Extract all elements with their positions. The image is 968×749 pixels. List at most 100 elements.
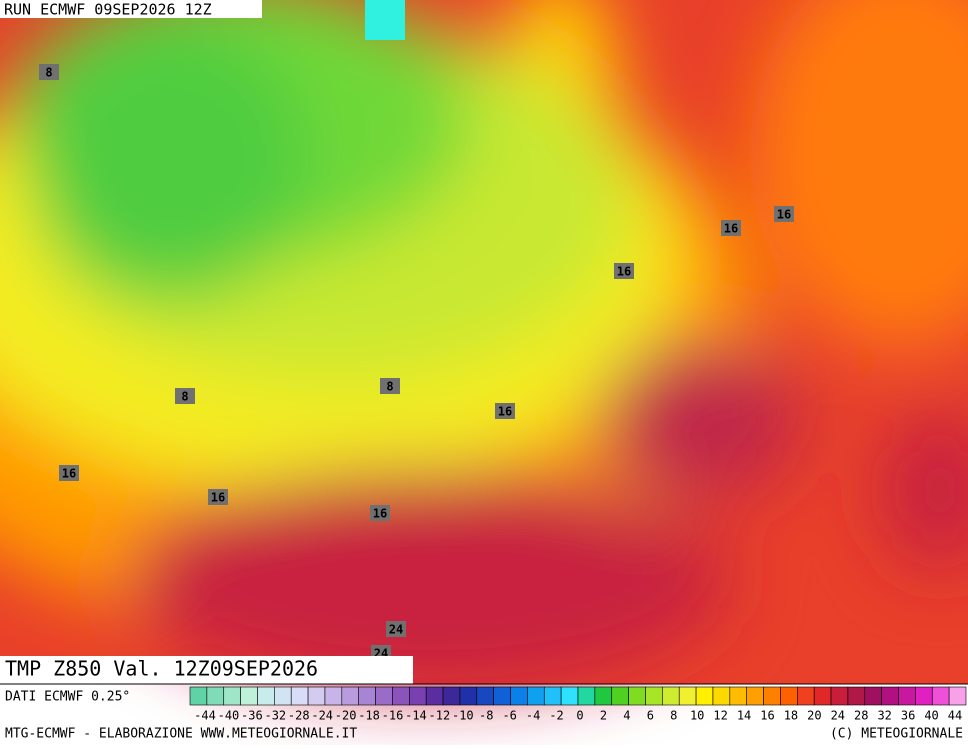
contour-label-box xyxy=(386,621,406,637)
scale-label: 14 xyxy=(737,709,751,723)
contour-label-box xyxy=(774,206,794,222)
scale-box xyxy=(662,686,680,706)
scale-label: 36 xyxy=(901,709,915,723)
scale-box xyxy=(274,686,292,706)
scale-label: 2 xyxy=(600,709,607,723)
contour-label-box xyxy=(175,388,195,404)
scale-label: 6 xyxy=(647,709,654,723)
scale-label: 40 xyxy=(924,709,938,723)
scale-box xyxy=(645,686,663,706)
scale-box xyxy=(560,686,579,706)
contour-label: 16 xyxy=(777,208,791,222)
scale-label: 28 xyxy=(854,709,868,723)
scale-label: -28 xyxy=(288,709,310,723)
scale-label: -36 xyxy=(241,709,263,723)
scale-box xyxy=(527,686,545,706)
scale-label: -24 xyxy=(311,709,333,723)
contour-label-box xyxy=(39,64,59,80)
scale-box xyxy=(847,686,866,706)
scale-box xyxy=(746,686,764,706)
scale-box xyxy=(695,686,714,706)
scale-box xyxy=(763,686,781,706)
scale-label: -8 xyxy=(479,709,493,723)
data-source: DATI ECMWF 0.25° xyxy=(5,690,130,705)
scale-box xyxy=(307,686,326,706)
scale-box xyxy=(780,686,798,706)
scale-box xyxy=(830,686,849,706)
scale-box xyxy=(712,686,731,706)
credit: MTG-ECMWF - ELABORAZIONE WWW.METEOGIORNA… xyxy=(5,727,357,742)
scale-box xyxy=(223,686,241,706)
scale-box xyxy=(864,686,882,706)
title-box xyxy=(0,0,262,18)
scale-label: -12 xyxy=(429,709,451,723)
color-scale: -44 -40 -36 -32 -28 -24 -20 -18 -16 -14 -12 -10 -8 -6… xyxy=(189,686,967,723)
scale-box xyxy=(510,686,528,706)
contour-label-box xyxy=(59,465,79,481)
scale-box xyxy=(915,686,933,706)
scale-box xyxy=(290,686,309,706)
scale-label: -32 xyxy=(264,709,286,723)
scale-box xyxy=(931,686,950,706)
scale-label: -10 xyxy=(452,709,474,723)
contour-label-box xyxy=(721,220,741,236)
scale-label: -44 xyxy=(194,709,216,723)
contour-label-box xyxy=(495,403,515,419)
scale-box xyxy=(577,686,596,706)
contour-label: 16 xyxy=(62,467,76,481)
contour-label: 16 xyxy=(211,491,225,505)
scale-box xyxy=(797,686,815,706)
scale-label: 24 xyxy=(831,709,845,723)
scale-box xyxy=(257,686,275,706)
scale-box xyxy=(358,686,376,706)
scale-label: 44 xyxy=(948,709,962,723)
scale-label: 12 xyxy=(713,709,727,723)
scale-label: -6 xyxy=(502,709,516,723)
scale-box xyxy=(729,686,747,706)
contour-label: 8 xyxy=(386,380,393,394)
contour-label-box xyxy=(370,505,390,521)
scale-label: -20 xyxy=(335,709,357,723)
contour-label: 16 xyxy=(373,507,387,521)
scale-label: -16 xyxy=(382,709,404,723)
contour-label: 16 xyxy=(498,405,512,419)
scale-label: -18 xyxy=(358,709,380,723)
scale-label: -4 xyxy=(526,709,540,723)
scale-box xyxy=(206,686,225,706)
scale-label: 20 xyxy=(807,709,821,723)
scale-label: 0 xyxy=(576,709,583,723)
scale-label: 4 xyxy=(623,709,630,723)
scale-box xyxy=(881,686,899,706)
caption-box xyxy=(0,656,413,684)
scale-box xyxy=(594,686,613,706)
scale-box xyxy=(813,686,832,706)
scale-label: -14 xyxy=(405,709,427,723)
scale-label: 32 xyxy=(877,709,891,723)
scale-box xyxy=(341,686,359,706)
scale-box xyxy=(493,686,511,706)
contour-label: 24 xyxy=(389,623,403,637)
scale-label: -2 xyxy=(549,709,563,723)
scale-label: -40 xyxy=(218,709,240,723)
scale-box xyxy=(628,686,646,706)
scale-box xyxy=(543,686,562,706)
scale-box xyxy=(392,686,410,706)
run-title: RUN ECMWF 09SEP2026 12Z xyxy=(4,1,212,19)
temperature-field xyxy=(0,0,968,690)
scale-box xyxy=(409,686,427,706)
scale-label: 16 xyxy=(760,709,774,723)
scale-label: 18 xyxy=(784,709,798,723)
copyright: (C) METEOGIORNALE xyxy=(830,727,963,742)
contour-label-box xyxy=(208,489,228,505)
contour-label: 16 xyxy=(617,265,631,279)
scale-box xyxy=(459,686,478,706)
scale-label: 8 xyxy=(670,709,677,723)
scale-box xyxy=(425,686,444,706)
map-caption: TMP Z850 Val. 12Z09SEP2026 xyxy=(5,657,318,681)
contour-label: 8 xyxy=(181,390,188,404)
contour-label: 8 xyxy=(45,66,52,80)
scale-box xyxy=(442,686,461,706)
contour-label-box xyxy=(614,263,634,279)
scale-box xyxy=(948,686,967,706)
